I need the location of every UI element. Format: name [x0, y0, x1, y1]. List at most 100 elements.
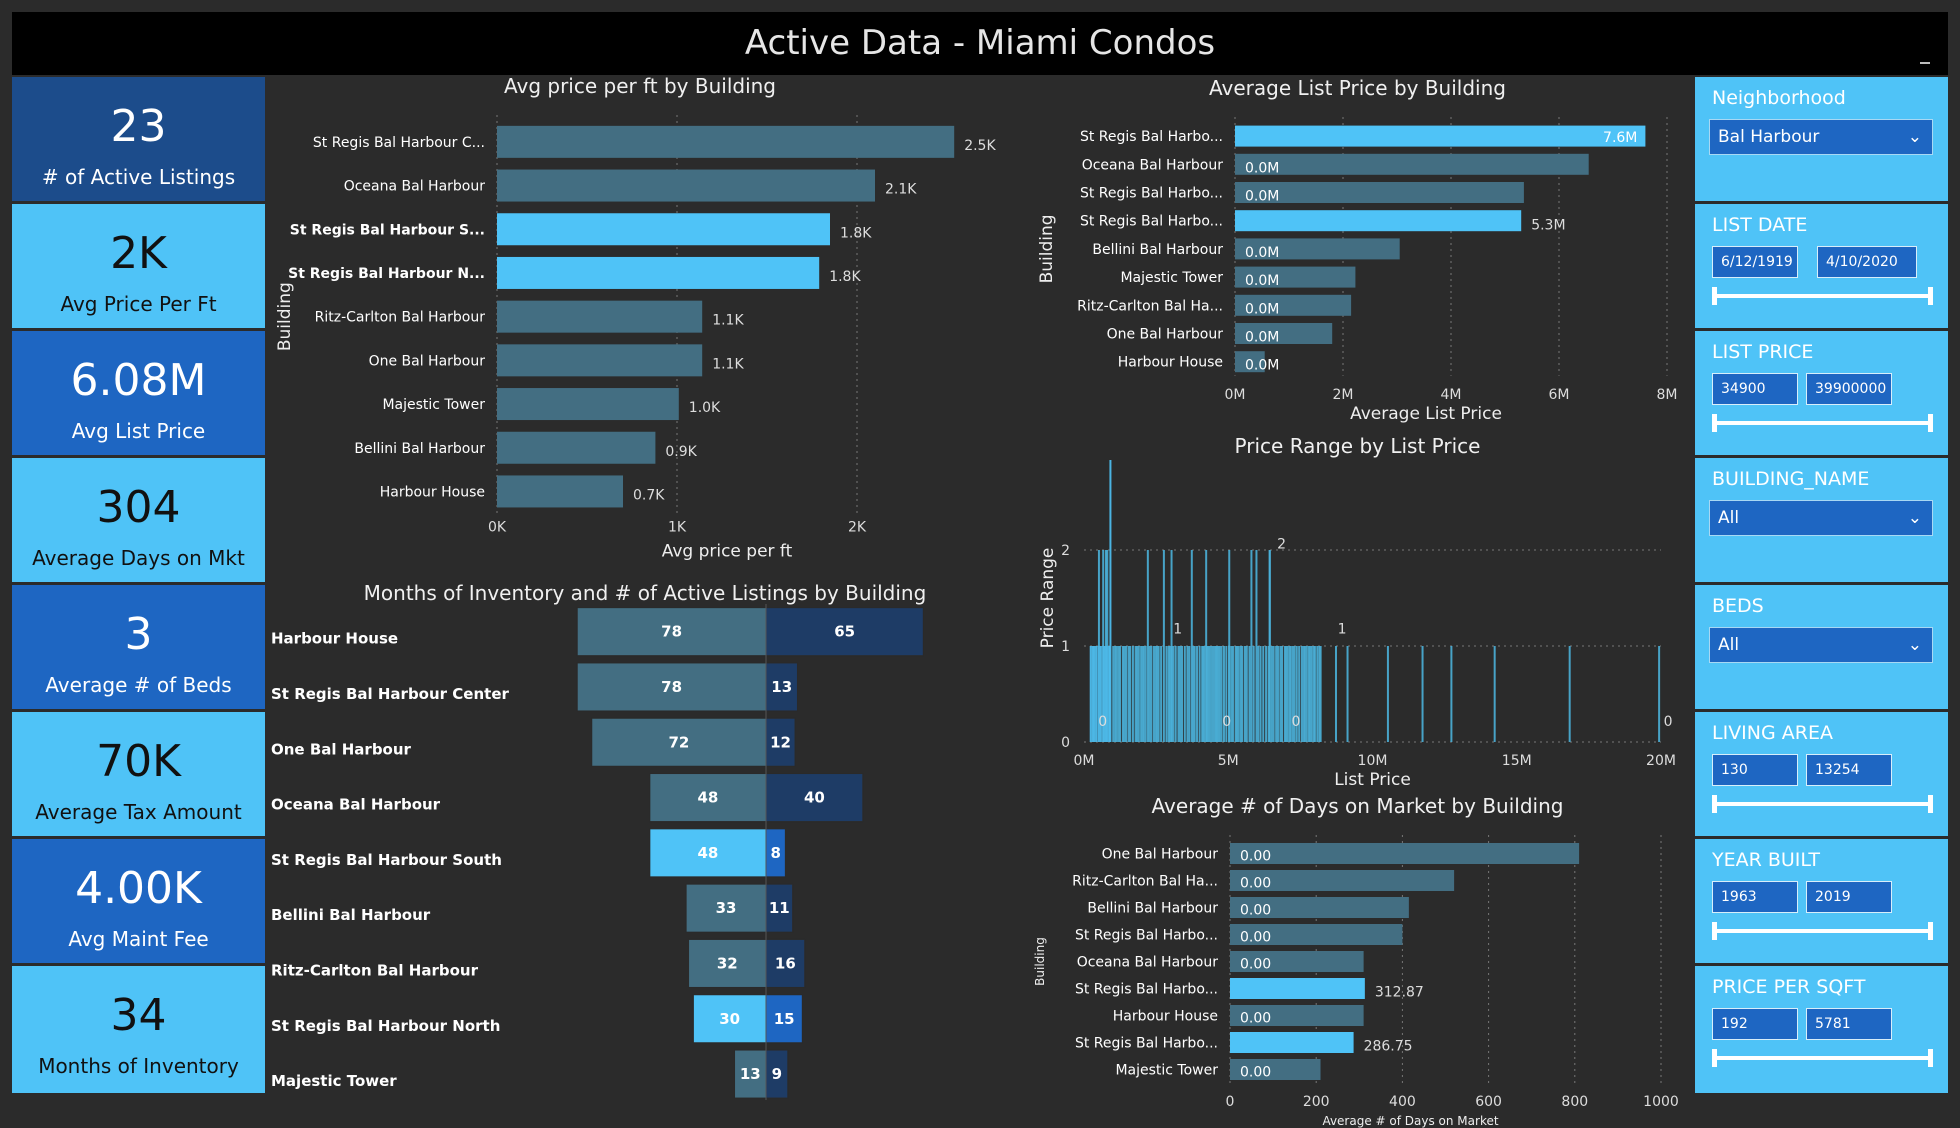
avg-days-market-chart[interactable]: 0 200 400 600 800 1000 One Bal Harbour 0.00 Ritz…: [1030, 820, 1695, 1128]
bar: [1298, 646, 1301, 742]
range-slider-handle-max[interactable]: [1928, 922, 1933, 940]
bar: [1235, 266, 1356, 288]
beds-dropdown[interactable]: All ⌄: [1709, 627, 1933, 663]
bar: [1386, 646, 1389, 742]
x-tick-label: 400: [1389, 1094, 1416, 1110]
minimize-icon[interactable]: [1920, 62, 1930, 64]
price-range-chart[interactable]: 0 1 2 3 0M 5M 10M 15M 20M 0 1 0 0 2 1 0 List Price Price …: [1030, 460, 1695, 790]
price-per-sqft-to-input[interactable]: 5781: [1806, 1008, 1892, 1040]
range-slider-handle-max[interactable]: [1928, 414, 1933, 432]
range-slider-handle-max[interactable]: [1928, 287, 1933, 305]
data-label: 1.1K: [712, 313, 744, 329]
bar: [1168, 646, 1171, 742]
y-tick-label: St Regis Bal Harbour North: [271, 1017, 500, 1035]
bar: [1203, 646, 1206, 742]
price-per-sqft-from-input[interactable]: 192: [1712, 1008, 1798, 1040]
data-label: 0.0M: [1245, 358, 1279, 374]
bar: [1144, 646, 1147, 742]
range-slider-track[interactable]: [1712, 421, 1933, 425]
avg-price-per-ft-chart[interactable]: 0K1K2K3KSt Regis Bal Harbour C...2.5KOce…: [265, 100, 1015, 570]
y-tick-label: One Bal Harbour: [369, 353, 486, 369]
bar: [1150, 646, 1153, 742]
bar: [1190, 550, 1193, 742]
range-slider-handle-min[interactable]: [1712, 922, 1717, 940]
y-tick-label: St Regis Bal Harbo...: [1075, 928, 1218, 944]
y-tick-label: One Bal Harbour: [1107, 327, 1224, 343]
bar: [1198, 646, 1201, 742]
data-label-right: 16: [775, 954, 796, 972]
data-label: 1.8K: [840, 225, 872, 241]
months-inventory-chart[interactable]: 78 65 Harbour House 78 13 St Regis Bal Harbou…: [265, 604, 1025, 1100]
bar: [1205, 550, 1208, 742]
bar: [1291, 646, 1294, 742]
bar: [1241, 646, 1244, 742]
data-label: 0: [1222, 714, 1231, 730]
year-built-to-input[interactable]: 2019: [1806, 881, 1892, 913]
y-tick-label: Oceana Bal Harbour: [271, 796, 441, 814]
living-area-to-input[interactable]: 13254: [1806, 754, 1892, 786]
range-slider-handle-min[interactable]: [1712, 414, 1717, 432]
y-tick-label: 0: [1061, 735, 1070, 751]
list-price-from-input[interactable]: 34900: [1712, 373, 1798, 405]
bar: [1255, 550, 1258, 742]
data-label: 1: [1338, 622, 1347, 638]
chart-title-avg-days-market: Average # of Days on Market by Building: [1151, 794, 1564, 818]
chevron-down-icon: ⌄: [1907, 127, 1922, 147]
slicer-living-area: LIVING AREA 130 13254: [1695, 712, 1948, 836]
y-tick-label: Oceana Bal Harbour: [1077, 955, 1219, 971]
list-date-from-input[interactable]: 6/12/1919: [1712, 246, 1798, 278]
y-tick-label: Harbour House: [380, 484, 485, 500]
data-label-left: 33: [716, 899, 737, 917]
x-tick-label: 200: [1303, 1094, 1330, 1110]
bar: [1235, 323, 1333, 344]
x-tick-label: 8M: [1657, 387, 1678, 403]
range-slider-track[interactable]: [1712, 1056, 1933, 1060]
y-tick-label: 3: [1061, 460, 1070, 463]
range-slider-handle-min[interactable]: [1712, 287, 1717, 305]
bar: [1231, 646, 1234, 742]
bar: [1235, 294, 1352, 316]
bar: [1285, 646, 1288, 742]
range-slider-track[interactable]: [1712, 929, 1933, 933]
range-slider-handle-min[interactable]: [1712, 1049, 1717, 1067]
range-slider-track[interactable]: [1712, 802, 1933, 806]
bar: [1179, 646, 1182, 742]
year-built-from-input[interactable]: 1963: [1712, 881, 1798, 913]
y-tick-label: Ritz-Carlton Bal Harbour: [271, 961, 479, 979]
list-price-to-input[interactable]: 39900000: [1806, 373, 1892, 405]
data-label: 1.8K: [829, 269, 861, 285]
building-name-dropdown[interactable]: All ⌄: [1709, 500, 1933, 536]
range-slider-track[interactable]: [1712, 294, 1933, 298]
bar: [497, 388, 679, 421]
x-tick-label: 0M: [1225, 387, 1246, 403]
neighborhood-dropdown[interactable]: Bal Harbour ⌄: [1709, 119, 1933, 155]
y-tick-label: Ritz-Carlton Bal Ha...: [1072, 874, 1218, 890]
bar: [1154, 646, 1157, 742]
slicer-year-built: YEAR BUILT 1963 2019: [1695, 839, 1948, 963]
bar-right: [765, 994, 803, 1044]
bar: [1235, 125, 1646, 147]
bar: [1265, 646, 1268, 742]
range-slider-handle-max[interactable]: [1928, 795, 1933, 813]
slicer-neighborhood: Neighborhood Bal Harbour ⌄: [1695, 77, 1948, 201]
bar: [1131, 646, 1134, 742]
slicer-title: BEDS: [1712, 595, 1764, 617]
range-slider-handle-min[interactable]: [1712, 795, 1717, 813]
list-date-to-input[interactable]: 4/10/2020: [1817, 246, 1917, 278]
bar: [1235, 238, 1400, 260]
bar: [1114, 646, 1117, 742]
bar: [1186, 646, 1189, 742]
data-label: 0.7K: [633, 487, 665, 503]
range-slider-handle-max[interactable]: [1928, 1049, 1933, 1067]
bar-left: [591, 717, 767, 767]
bar: [1146, 550, 1149, 742]
kpi-value: 4.00K: [75, 863, 202, 914]
bar: [1230, 924, 1403, 945]
avg-list-price-chart[interactable]: 0M 2M 4M 6M 8M St Regis Bal Harbo... 7.6M Ocean…: [1030, 102, 1695, 432]
data-label-left: 48: [697, 789, 718, 807]
bar: [1142, 646, 1145, 742]
slicer-title: LIVING AREA: [1712, 722, 1833, 744]
living-area-from-input[interactable]: 130: [1712, 754, 1798, 786]
bar: [1300, 646, 1303, 742]
bar: [1268, 550, 1271, 742]
